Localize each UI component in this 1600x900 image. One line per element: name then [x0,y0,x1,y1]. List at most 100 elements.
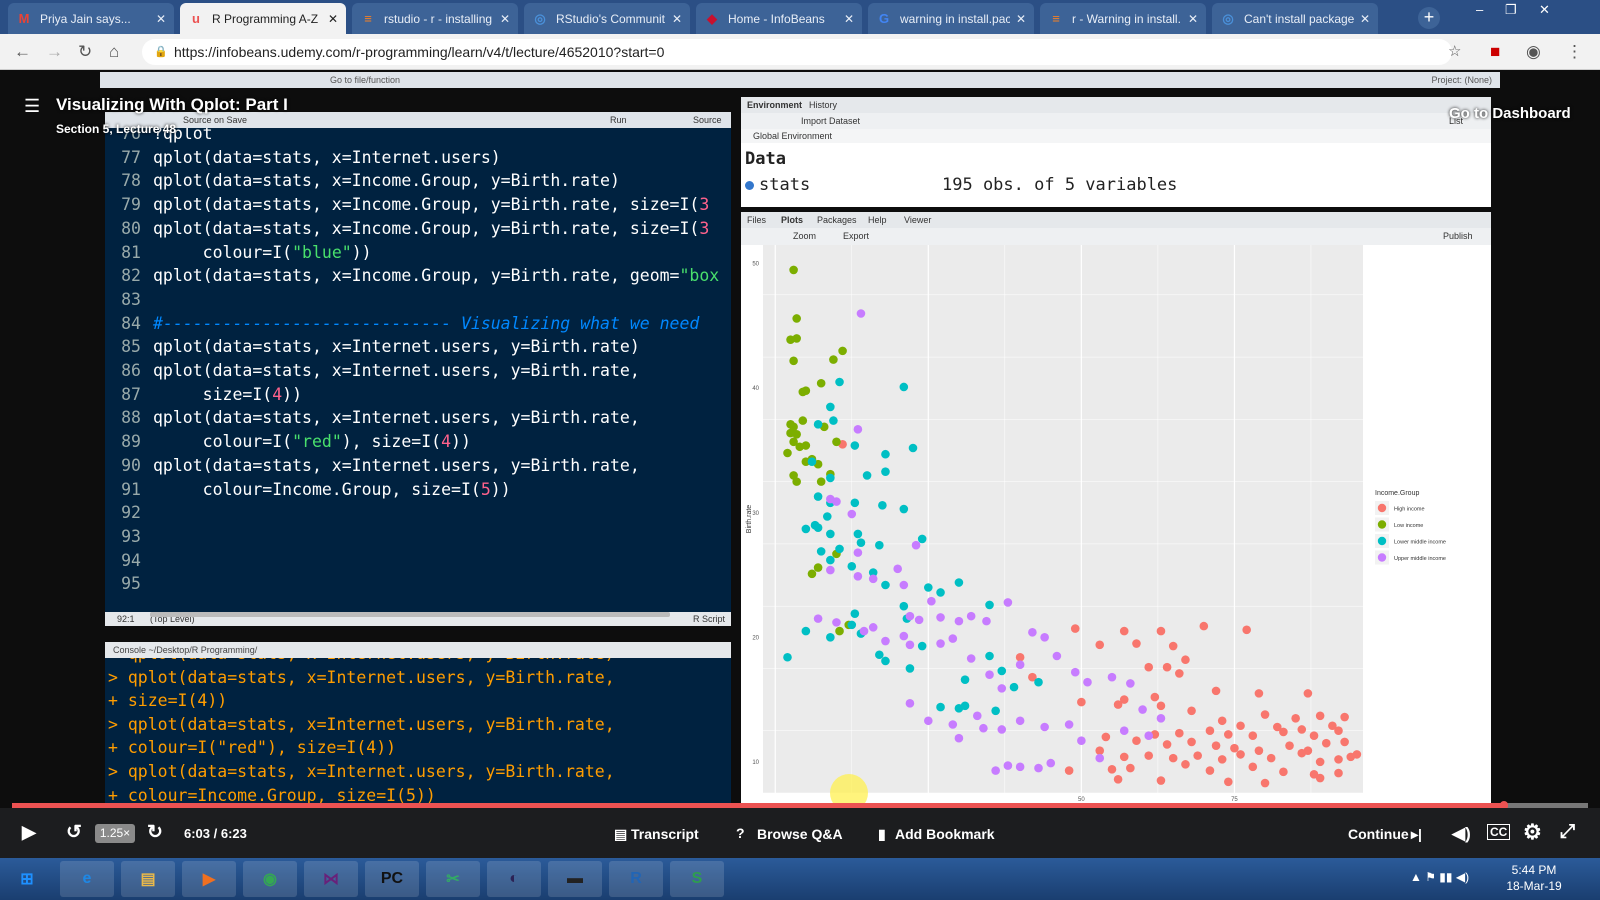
browser-tab[interactable]: ≡ r - Warning in install. ✕ [1040,3,1206,34]
export-button: Export [843,231,870,241]
code-text: colour=I("blue")) [153,242,372,262]
data-point [1297,725,1307,734]
tab-plots: Plots [781,215,804,225]
system-clock[interactable]: 5:44 PM 18-Mar-19 [1494,862,1574,894]
media-icon[interactable]: ▶ [182,861,236,897]
close-tab-icon[interactable]: ✕ [327,11,338,26]
volume-icon[interactable]: ◀) [1452,824,1471,843]
back-icon[interactable]: ← [14,42,31,61]
minimize-button[interactable]: – [1476,2,1484,17]
account-icon[interactable]: ◉ [1526,42,1541,61]
address-bar[interactable]: 🔒 https://infobeans.udemy.com/r-programm… [142,39,1452,65]
close-tab-icon[interactable]: ✕ [1015,11,1026,26]
browser-menu-icon[interactable]: ⋮ [1566,42,1583,61]
progress-bar[interactable] [12,801,1588,810]
browser-tab[interactable]: ◆ Home - InfoBeans ✕ [696,3,862,34]
line-number: 80 [121,218,141,238]
eclipse-icon[interactable]: ◐ [487,861,541,897]
browser-tab[interactable]: M Priya Jain says... ✕ [8,3,174,34]
s-icon[interactable]: S [670,861,724,897]
restore-button[interactable]: ❐ [1505,2,1517,17]
rewind-icon[interactable]: ↺ [66,822,82,843]
data-point [813,563,823,572]
data-point [859,626,869,636]
transcript-icon[interactable]: ▤ [614,826,628,842]
data-point [878,501,887,510]
pycharm-icon[interactable]: PC [365,861,419,897]
continue-button[interactable]: Continue [1348,826,1409,842]
close-tab-icon[interactable]: ✕ [499,11,510,26]
settings-gear-icon[interactable]: ⚙ [1523,821,1542,844]
close-tab-icon[interactable]: ✕ [671,11,682,26]
data-point [1303,689,1313,698]
dashboard-link[interactable]: Go to Dashboard [1449,105,1571,122]
browser-tab[interactable]: u R Programming A-Z ✕ [180,3,346,34]
forward-icon[interactable]: ↻ [147,822,163,843]
reload-icon[interactable]: ↻ [78,42,93,61]
data-point [1107,765,1117,774]
data-point [960,701,970,711]
explorer-icon[interactable]: ▤ [121,861,175,897]
close-tab-icon[interactable]: ✕ [155,11,166,26]
data-point [899,382,909,392]
ie-icon[interactable]: e [60,861,114,897]
play-icon[interactable]: ▶ [22,822,36,842]
new-tab-button[interactable]: + [1418,7,1440,29]
data-point [1162,740,1172,749]
data-point [1138,705,1147,714]
bookmark-icon[interactable]: ▮ [878,826,886,842]
data-point [1321,738,1331,748]
data-point [875,650,884,660]
line-number: 89 [121,432,141,452]
chrome-icon[interactable]: ◉ [243,861,297,897]
progress-handle[interactable] [1500,801,1509,810]
home-icon[interactable]: ⌂ [109,42,120,61]
start-button[interactable]: ⊞ [20,871,34,888]
data-point [801,524,811,534]
code-text: qplot(data=stats, x=Income.Group, y=Birt… [153,218,710,238]
captions-icon[interactable]: CC [1487,824,1511,840]
vs-icon[interactable]: ⋈ [304,861,358,897]
data-point [798,416,808,425]
code-line: 89 colour=I("red"), size=I(4)) [105,430,471,454]
close-tab-icon[interactable]: ✕ [1359,11,1370,26]
close-tab-icon[interactable]: ✕ [843,11,854,26]
transcript-button[interactable]: Transcript [631,826,699,842]
code-line: 90 qplot(data=stats, x=Internet.users, y=… [105,454,640,478]
data-point [1150,692,1160,702]
data-point [783,448,792,458]
data-point [927,596,936,606]
browse-qa-button[interactable]: Browse Q&A [757,826,843,842]
close-window-button[interactable]: ✕ [1539,2,1550,17]
lecture-subtitle: Section 5, Lecture 48 [56,122,177,136]
data-point [1070,667,1080,677]
terminal-icon[interactable]: ▬ [548,861,602,897]
browser-tab[interactable]: ◎ RStudio's Communit ✕ [524,3,690,34]
r-icon[interactable]: R [609,861,663,897]
next-icon[interactable]: ▸| [1411,826,1422,842]
add-bookmark-button[interactable]: Add Bookmark [895,826,995,842]
playback-speed-button[interactable]: 1.25× [95,824,135,843]
data-point [795,442,805,452]
data-point [1260,778,1270,788]
list-view-button: List [1449,116,1464,126]
close-tab-icon[interactable]: ✕ [1187,11,1198,26]
forward-icon[interactable]: → [46,42,63,61]
system-tray-icons[interactable]: ▲ ⚑ ▮▮ ◀) [1410,870,1470,884]
data-point [1015,762,1025,772]
extension-icon[interactable]: ■ [1490,42,1501,61]
bookmark-star-icon[interactable]: ☆ [1448,43,1462,60]
browser-tab[interactable]: ≡ rstudio - r - installing ✕ [352,3,518,34]
qa-icon[interactable]: ? [736,825,745,841]
plots-pane: Files Plots Packages Help Viewer Zoom Ex… [741,212,1491,804]
fullscreen-icon[interactable]: ⤢ [1560,821,1576,842]
data-point [1236,721,1245,731]
tab-favicon-icon: ≡ [1052,11,1060,26]
tools-icon[interactable]: ✂ [426,861,480,897]
data-point [1077,697,1086,707]
browser-tab[interactable]: ◎ Can't install package ✕ [1212,3,1378,34]
curriculum-menu-icon[interactable]: ☰ [24,96,41,116]
data-point [1132,736,1141,745]
data-point [1156,701,1166,711]
